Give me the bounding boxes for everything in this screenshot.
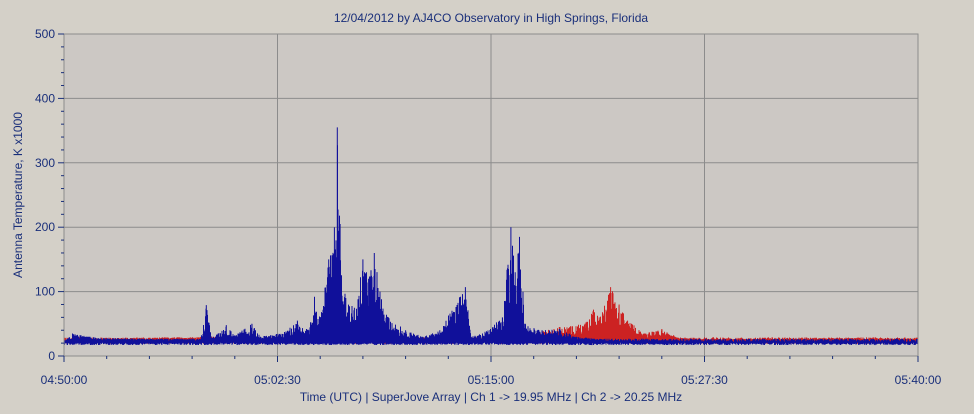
x-tick-label: 05:15:00 xyxy=(468,373,515,387)
x-tick-label: 04:50:00 xyxy=(41,373,88,387)
y-axis-label: Antenna Temperature, K x1000 xyxy=(11,112,25,278)
x-axis-label: Time (UTC) | SuperJove Array | Ch 1 -> 1… xyxy=(300,390,682,404)
x-tick-label: 05:02:30 xyxy=(254,373,301,387)
y-tick-label: 300 xyxy=(35,156,55,170)
x-tick-label: 05:40:00 xyxy=(895,373,942,387)
y-tick-label: 400 xyxy=(35,91,55,105)
y-tick-label: 500 xyxy=(35,27,55,41)
y-tick-label: 0 xyxy=(48,349,55,363)
x-tick-label: 05:27:30 xyxy=(681,373,728,387)
grid xyxy=(64,34,918,356)
axes: 0 100 200 300 400 500 04:50:00 05:02:30 05:15:00… xyxy=(35,27,942,387)
y-tick-label: 200 xyxy=(35,220,55,234)
y-tick-label: 100 xyxy=(35,285,55,299)
chart-title: 12/04/2012 by AJ4CO Observatory in High … xyxy=(334,11,648,25)
